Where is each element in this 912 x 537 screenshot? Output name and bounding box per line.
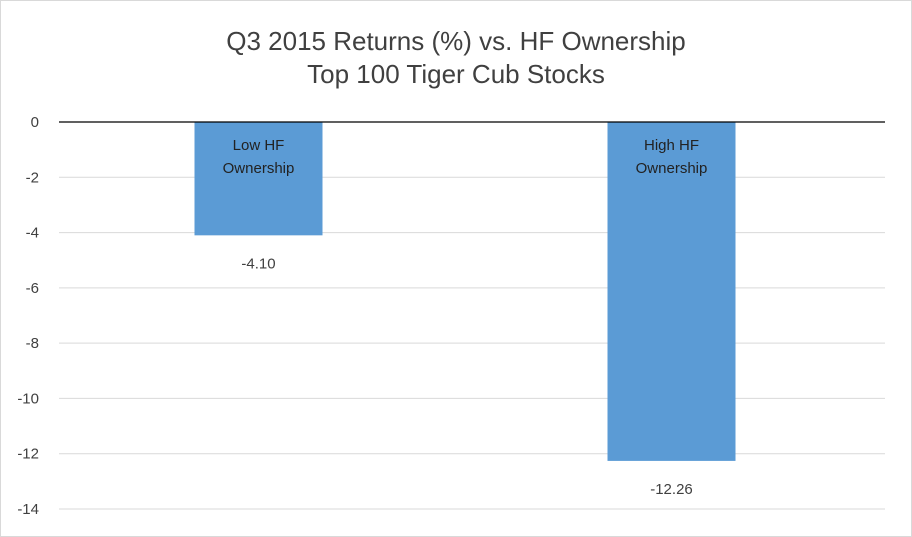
data-label: -12.26 bbox=[650, 481, 693, 498]
category-label-line1: Low HF bbox=[233, 137, 285, 154]
y-tick-label: 0 bbox=[31, 114, 39, 131]
y-tick-label: -14 bbox=[17, 501, 39, 518]
bar bbox=[607, 122, 736, 461]
chart-title-block: Q3 2015 Returns (%) vs. HF Ownership Top… bbox=[1, 25, 911, 91]
category-label-line2: Ownership bbox=[636, 160, 708, 177]
y-tick-label: -12 bbox=[17, 446, 39, 463]
chart-title: Q3 2015 Returns (%) vs. HF Ownership bbox=[226, 26, 686, 56]
y-tick-label: -8 bbox=[26, 335, 39, 352]
y-tick-label: -6 bbox=[26, 280, 39, 297]
category-label-line1: High HF bbox=[644, 137, 699, 154]
category-label-line2: Ownership bbox=[223, 160, 295, 177]
y-tick-label: -2 bbox=[26, 169, 39, 186]
y-tick-label: -10 bbox=[17, 390, 39, 407]
bar bbox=[194, 122, 323, 236]
y-tick-label: -4 bbox=[26, 225, 39, 242]
chart-subtitle: Top 100 Tiger Cub Stocks bbox=[307, 59, 605, 89]
data-label: -4.10 bbox=[241, 255, 275, 272]
